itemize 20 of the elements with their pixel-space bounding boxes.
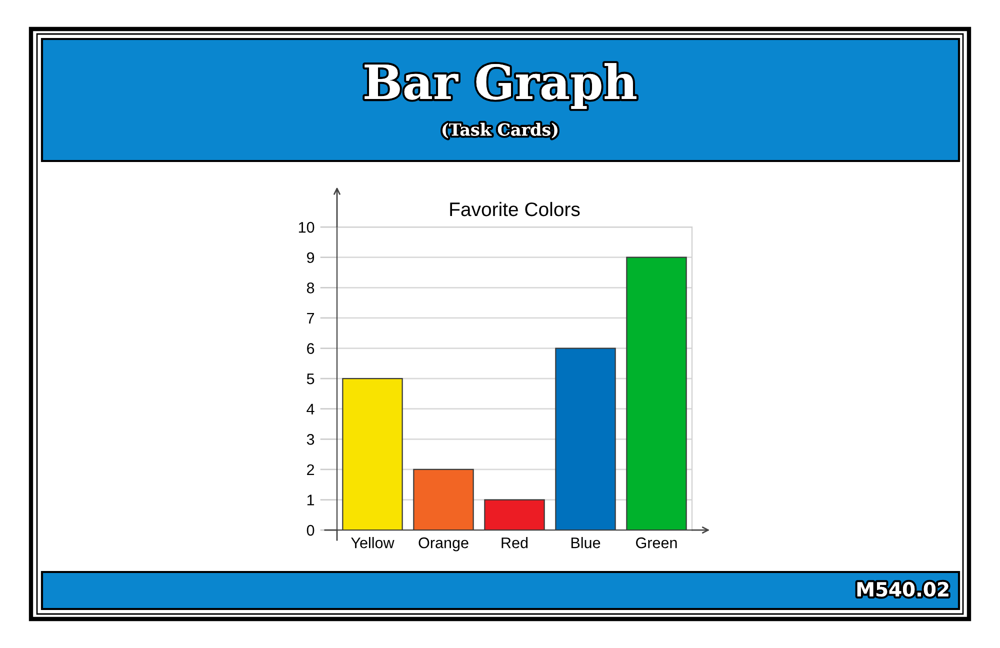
text: Favorite Colors xyxy=(450,202,580,216)
x-tick-label: Green xyxy=(636,537,677,548)
chart-subtitle: (Task Cards) xyxy=(442,122,558,138)
y-tick-label: 7 xyxy=(307,312,314,324)
x-tick-label: Yellow xyxy=(351,537,394,548)
y-tick-label: 8 xyxy=(306,282,314,294)
y-tick-label: 6 xyxy=(307,343,314,354)
y-tick-label: 1 xyxy=(307,494,314,506)
x-tick-label: Blue xyxy=(571,537,600,548)
y-tick-label: 3 xyxy=(306,434,314,445)
y-tick-label: 2 xyxy=(307,464,314,475)
chart-title: Bar Graph xyxy=(364,63,636,109)
y-tick-label: 5 xyxy=(306,374,314,384)
x-tick-label: Red xyxy=(502,537,528,548)
y-tick-label: 9 xyxy=(307,252,314,264)
text: M540.02 xyxy=(857,582,948,597)
y-tick-label: 0 xyxy=(306,524,314,536)
y-tick-label: 10 xyxy=(298,222,314,233)
x-tick-label: Orange xyxy=(418,537,468,552)
y-tick-label: 4 xyxy=(306,404,314,414)
